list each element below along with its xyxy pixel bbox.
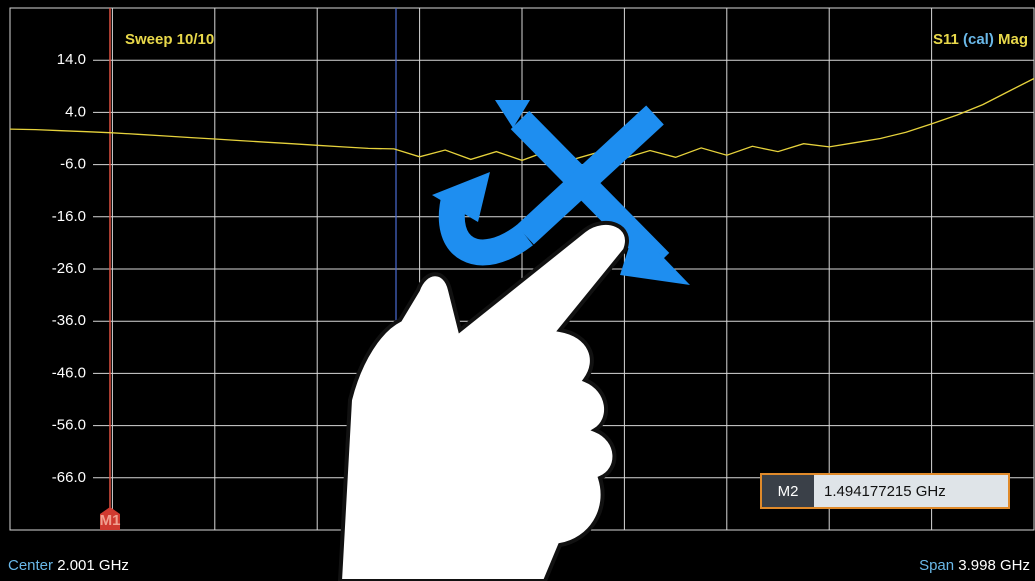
y-tick-label: -16.0 <box>52 208 86 225</box>
marker-m1-label: M1 <box>100 512 121 529</box>
trace-layer <box>9 77 1035 162</box>
center-info: Center 2.001 GHz <box>8 557 129 574</box>
marker-m1-flag <box>100 507 120 530</box>
span-info: Span 3.998 GHz <box>919 557 1030 574</box>
span-value: 3.998 GHz <box>958 557 1030 574</box>
trace-label: S11 (cal) Mag <box>933 31 1028 48</box>
gesture-hand <box>337 220 629 581</box>
y-tick-label: -26.0 <box>52 260 86 277</box>
cal-label: (cal) <box>963 31 994 48</box>
gesture-arrowhead-3 <box>432 172 490 222</box>
marker-m2-tag <box>762 475 814 507</box>
y-tick-label: -36.0 <box>52 312 86 329</box>
gesture-arrowhead-2 <box>495 100 530 128</box>
format-label: Mag <box>998 31 1028 48</box>
gesture-icon <box>337 100 690 581</box>
gesture-arrowhead-1 <box>620 228 690 285</box>
y-tick-label: -66.0 <box>52 469 86 486</box>
y-tick-label: -56.0 <box>52 417 86 434</box>
marker-m2-value: 1.494177215 GHz <box>824 483 946 500</box>
center-label: Center <box>8 557 53 574</box>
y-tick-label: -46.0 <box>52 364 86 381</box>
span-label: Span <box>919 557 954 574</box>
center-value: 2.001 GHz <box>57 557 129 574</box>
marker-m2-name: M2 <box>778 483 799 500</box>
sweep-label: Sweep 10/10 <box>125 31 214 48</box>
y-tick-label: 14.0 <box>57 51 86 68</box>
y-tick-label: -6.0 <box>60 156 86 173</box>
trace-line <box>9 77 1035 162</box>
gesture-arrow-cross <box>516 105 664 245</box>
gesture-arrow-curve <box>438 191 533 266</box>
trace-name: S11 <box>933 31 959 48</box>
y-tick-label: 4.0 <box>65 103 86 120</box>
